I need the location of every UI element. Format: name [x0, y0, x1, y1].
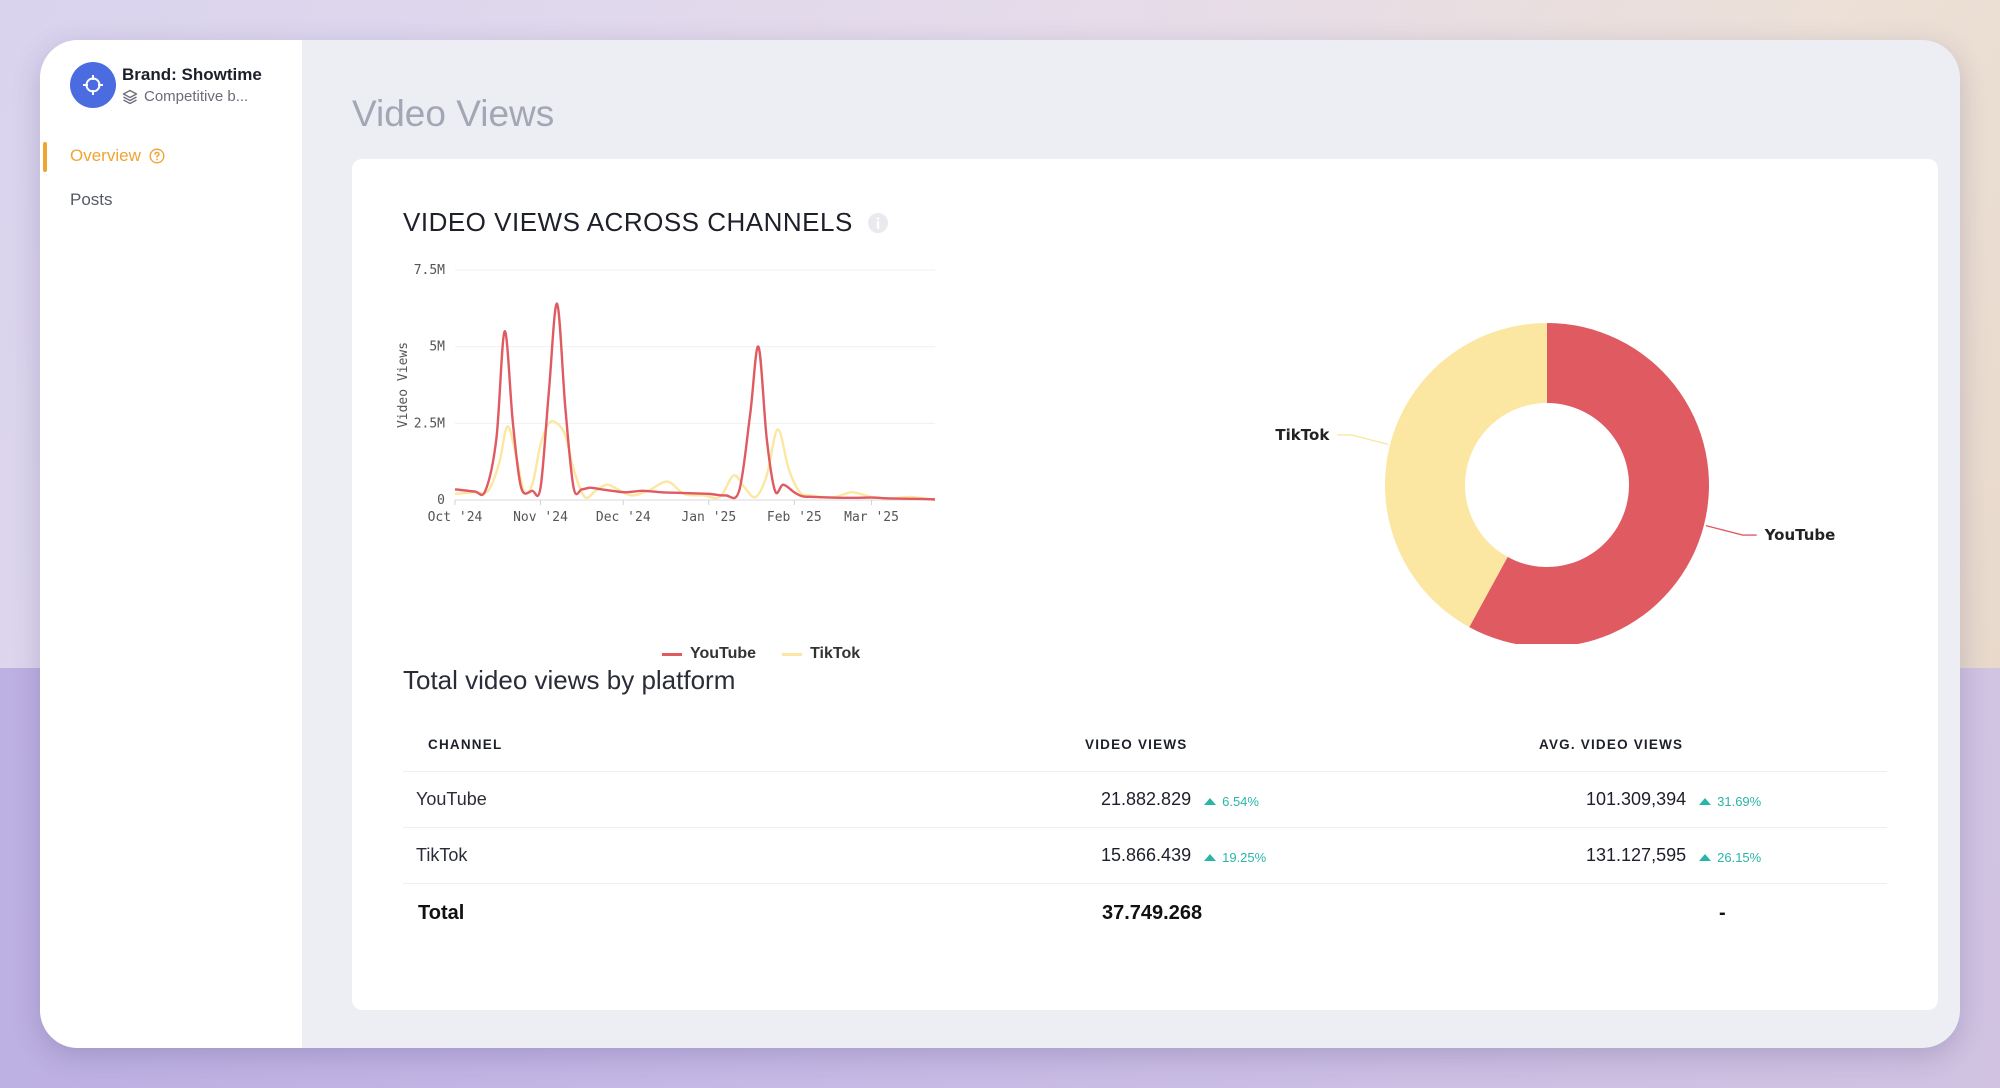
legend-item-tiktok[interactable]: TikTok — [782, 645, 860, 663]
donut-label-tiktok: TikTok — [1275, 426, 1330, 444]
x-tick-label: Oct '24 — [428, 510, 483, 525]
total-label: Total — [418, 902, 465, 924]
series-line-tiktok[interactable] — [454, 420, 936, 502]
donut-label-connector — [1337, 434, 1389, 446]
help-circle-icon[interactable] — [149, 148, 165, 164]
platform-share-donut-chart: YouTube TikTok — [1275, 323, 1836, 644]
video-views-card: VIDEO VIEWS ACROSS CHANNELS 0 2.5M 5M 7.5M O… — [352, 159, 1938, 1010]
y-tick-label: 0 — [437, 493, 445, 508]
donut-label-connector — [1705, 524, 1757, 536]
header-avg-video-views: AVG. VIDEO VIEWS — [1539, 737, 1684, 752]
avg-views-delta: 31.69% — [1699, 794, 1761, 809]
series-line-youtube[interactable] — [454, 302, 936, 501]
brand-logo[interactable] — [70, 62, 116, 108]
card-title-text: VIDEO VIEWS ACROSS CHANNELS — [403, 207, 853, 237]
app-window: Brand: Showtime Competitive b... Overvie… — [40, 40, 1960, 1048]
trend-up-icon — [1204, 854, 1217, 861]
nav-active-indicator — [43, 142, 47, 172]
video-views-delta: 6.54% — [1204, 794, 1259, 809]
avg-views-value: 101.309,394 — [1586, 789, 1687, 809]
avg-views-delta: 26.15% — [1699, 850, 1761, 865]
layers-icon — [122, 89, 138, 104]
video-views-value: 21.882.829 — [1101, 789, 1192, 809]
legend-label-youtube: YouTube — [690, 645, 757, 662]
y-axis-label: Video Views — [396, 342, 411, 428]
info-icon[interactable] — [867, 212, 889, 234]
chart-legend: YouTube TikTok — [662, 645, 860, 663]
row-video-views: 21.882.829 6.54% — [1101, 789, 1259, 810]
donut-slice-tiktok[interactable] — [1385, 323, 1547, 628]
trend-up-icon — [1699, 854, 1712, 861]
donut-slice-youtube[interactable] — [1469, 323, 1709, 644]
row-avg-views: 131.127,595 26.15% — [1586, 845, 1761, 866]
platform-table: CHANNEL VIDEO VIEWS AVG. VIDEO VIEWS You… — [403, 719, 1887, 944]
row-channel: YouTube — [416, 789, 487, 809]
page-title: Video Views — [352, 92, 555, 134]
brand-logo-icon — [83, 75, 103, 95]
x-tick-label: Dec '24 — [596, 510, 651, 525]
sidebar: Brand: Showtime Competitive b... Overvie… — [40, 40, 302, 1048]
row-channel: TikTok — [416, 845, 468, 865]
video-views-delta-text: 19.25% — [1222, 850, 1267, 865]
avg-views-value: 131.127,595 — [1586, 845, 1687, 865]
y-tick-label: 2.5M — [414, 416, 445, 431]
y-tick-label: 7.5M — [414, 263, 445, 278]
total-avg-views: - — [1719, 902, 1726, 924]
video-views-delta-text: 6.54% — [1222, 794, 1259, 809]
brand-subtitle-text: Competitive b... — [144, 88, 249, 105]
card-title: VIDEO VIEWS ACROSS CHANNELS — [403, 207, 889, 238]
x-tick-label: Nov '24 — [513, 510, 568, 525]
x-tick-label: Jan '25 — [681, 510, 736, 525]
video-views-line-chart: 0 2.5M 5M 7.5M Oct '24 Nov '24 Dec '24 Jan '25 F… — [396, 263, 936, 525]
header-video-views: VIDEO VIEWS — [1085, 737, 1188, 752]
brand-name[interactable]: Brand: Showtime — [122, 65, 262, 84]
table-row[interactable]: TikTok 15.866.439 19.25% 131.127,595 26.… — [403, 828, 1887, 884]
y-tick-label: 5M — [429, 340, 445, 355]
table-row[interactable]: YouTube 21.882.829 6.54% 101.309,394 31.… — [403, 772, 1887, 828]
x-tick-label: Feb '25 — [767, 510, 822, 525]
nav-item-posts[interactable]: Posts — [70, 190, 113, 209]
trend-up-icon — [1204, 798, 1217, 805]
legend-label-tiktok: TikTok — [810, 645, 861, 662]
legend-swatch-tiktok — [782, 652, 803, 656]
legend-swatch-youtube — [662, 652, 682, 656]
video-views-delta: 19.25% — [1204, 850, 1266, 865]
brand-subtitle[interactable]: Competitive b... — [122, 88, 248, 105]
x-tick-label: Mar '25 — [844, 510, 899, 525]
trend-up-icon — [1699, 798, 1712, 805]
video-views-value: 15.866.439 — [1101, 845, 1192, 865]
avg-views-delta-text: 26.15% — [1717, 850, 1762, 865]
nav-item-label: Overview — [70, 146, 141, 165]
table-header: CHANNEL VIDEO VIEWS AVG. VIDEO VIEWS — [403, 719, 1887, 772]
header-channel: CHANNEL — [428, 737, 503, 752]
donut-label-youtube: YouTube — [1764, 526, 1836, 544]
row-avg-views: 101.309,394 31.69% — [1586, 789, 1761, 810]
nav-item-overview[interactable]: Overview — [70, 146, 165, 166]
table-total-row: Total 37.749.268 - — [403, 884, 1887, 944]
legend-item-youtube[interactable]: YouTube — [662, 645, 756, 663]
table-title: Total video views by platform — [403, 665, 736, 695]
row-video-views: 15.866.439 19.25% — [1101, 845, 1266, 866]
total-video-views: 37.749.268 — [1102, 902, 1203, 924]
avg-views-delta-text: 31.69% — [1717, 794, 1762, 809]
